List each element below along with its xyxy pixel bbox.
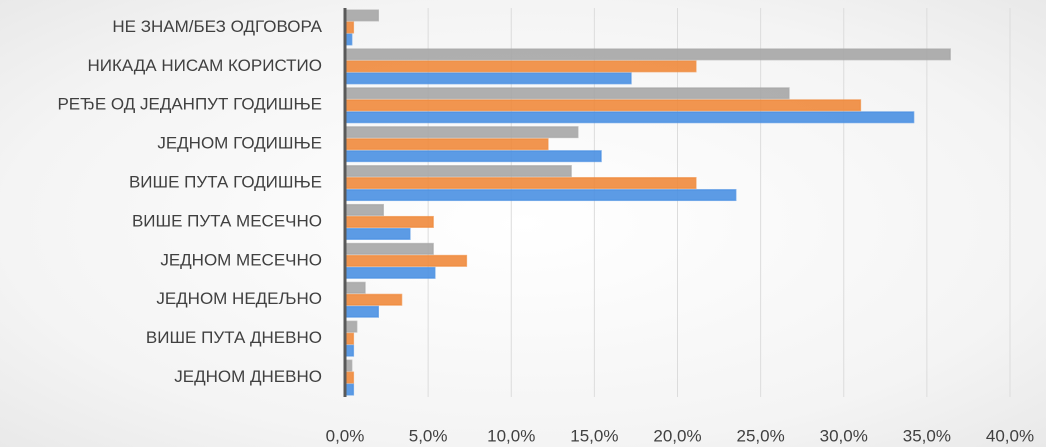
bar (344, 215, 434, 228)
bar (344, 99, 862, 112)
bar (344, 254, 468, 267)
bar (344, 72, 632, 85)
x-tick-label: 35,0% (903, 426, 951, 445)
y-tick-label: ЈЕДНОМ ГОДИШЊЕ (157, 134, 322, 153)
y-tick-label: НЕ ЗНАМ/БЕЗ ОДГОВОРА (112, 17, 322, 36)
bar (344, 111, 915, 124)
x-tick-label: 5,0% (409, 426, 448, 445)
y-tick-label: ВИШЕ ПУТА МЕСЕЧНО (132, 211, 322, 230)
bar (344, 189, 737, 202)
bar (344, 138, 549, 151)
x-tick-label: 30,0% (820, 426, 868, 445)
bar (344, 150, 602, 163)
bar (344, 203, 384, 216)
bar (344, 165, 572, 178)
bar (344, 242, 434, 255)
bar (344, 48, 951, 61)
bar (344, 87, 790, 100)
bar (344, 266, 436, 279)
x-tick-label: 15,0% (570, 426, 618, 445)
bar (344, 305, 379, 318)
bar (344, 60, 697, 73)
bar (344, 281, 366, 294)
y-tick-label: НИКАДА НИСАМ КОРИСТИО (87, 56, 322, 75)
y-tick-label: ЈЕДНОМ НЕДЕЉНО (156, 289, 322, 308)
x-tick-label: 40,0% (986, 426, 1034, 445)
bar (344, 320, 358, 333)
y-tick-label: ЈЕДНОМ МЕСЕЧНО (160, 250, 322, 269)
bar (344, 177, 697, 190)
y-tick-label: ВИШЕ ПУТА ДНЕВНО (146, 328, 322, 347)
bar (344, 227, 411, 240)
y-tick-label: ВИШЕ ПУТА ГОДИШЊЕ (129, 173, 322, 192)
x-tick-label: 20,0% (653, 426, 701, 445)
bar (344, 9, 379, 22)
bar (344, 126, 579, 139)
x-tick-label: 25,0% (737, 426, 785, 445)
x-tick-label: 0,0% (326, 426, 365, 445)
y-tick-label: ЈЕДНОМ ДНЕВНО (174, 367, 322, 386)
bar (344, 293, 403, 306)
x-tick-label: 10,0% (487, 426, 535, 445)
y-tick-label: РЕЂЕ ОД ЈЕДАНПУТ ГОДИШЊЕ (57, 95, 322, 114)
